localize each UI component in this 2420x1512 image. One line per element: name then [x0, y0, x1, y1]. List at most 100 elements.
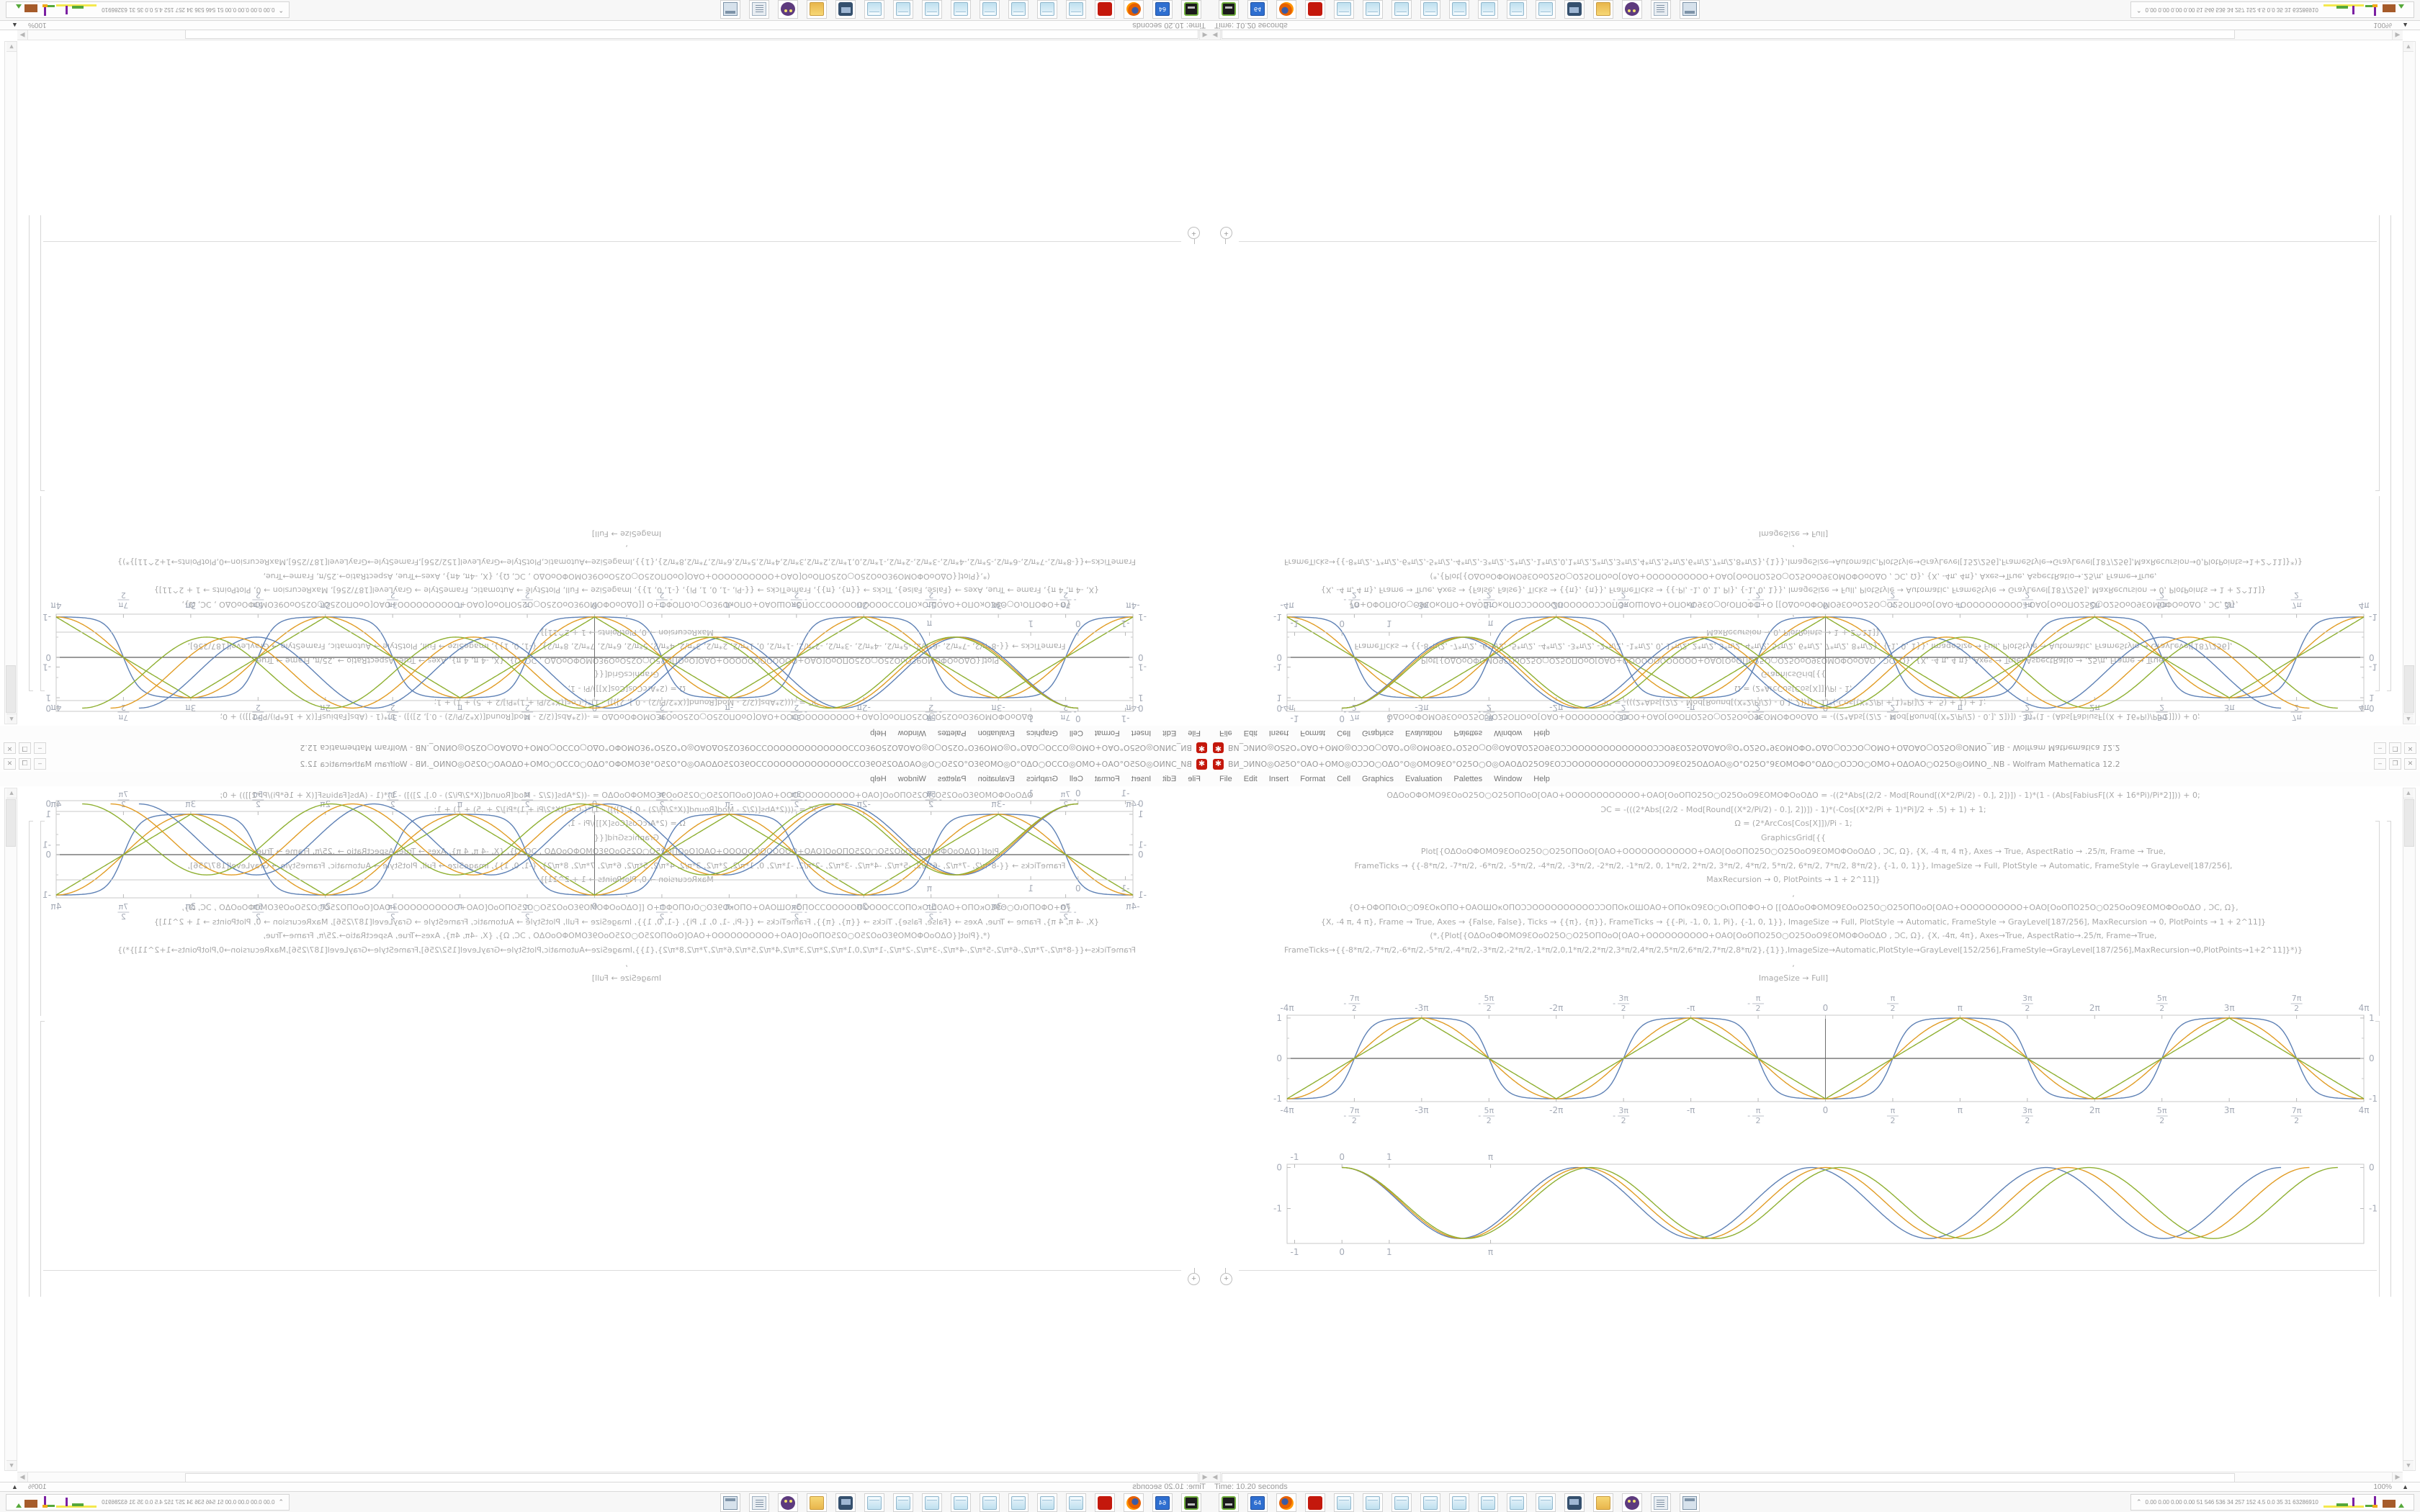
input-cell-bracket[interactable]: [2375, 496, 2380, 691]
menu-item[interactable]: Graphics: [1362, 775, 1394, 783]
taskbar-button[interactable]: [1420, 1493, 1440, 1512]
maximize-button[interactable]: ❐: [19, 742, 31, 754]
taskbar-button[interactable]: [835, 1493, 856, 1512]
taskbar-button[interactable]: [1124, 1493, 1144, 1512]
vertical-scrollbar-thumb[interactable]: [6, 665, 16, 713]
cell-insertion-plus-icon[interactable]: +: [1188, 227, 1200, 239]
menu-item[interactable]: Edit: [1243, 729, 1258, 737]
output-cell-bracket[interactable]: [2375, 215, 2380, 491]
taskbar-button[interactable]: [951, 1493, 971, 1512]
taskbar-button[interactable]: 64: [1247, 1493, 1268, 1512]
menu-item[interactable]: Graphics: [1362, 729, 1394, 737]
vertical-scrollbar[interactable]: ▲ ▼: [4, 41, 17, 724]
cell-insertion-plus-icon[interactable]: +: [1220, 1273, 1232, 1285]
cell-insertion-line[interactable]: [1239, 241, 2377, 242]
taskbar-button[interactable]: [1564, 1493, 1585, 1512]
scroll-down-icon[interactable]: ▼: [2403, 42, 2414, 52]
taskbar-button[interactable]: [1276, 1493, 1296, 1512]
cell-group-bracket[interactable]: [29, 215, 33, 691]
tray-expand-icon[interactable]: ⌃: [278, 6, 284, 14]
menu-item[interactable]: File: [1219, 729, 1232, 737]
scroll-up-icon[interactable]: ▲: [6, 714, 17, 724]
cell-insertion-line[interactable]: [43, 1270, 1181, 1271]
cell-insertion-line[interactable]: [1239, 1270, 2377, 1271]
taskbar-button[interactable]: [864, 0, 884, 19]
scroll-right-icon[interactable]: ▶: [2392, 1472, 2403, 1482]
scroll-up-icon[interactable]: ▲: [2403, 788, 2414, 798]
taskbar-button[interactable]: [1219, 0, 1239, 19]
taskbar-button[interactable]: [1478, 0, 1498, 19]
menu-item[interactable]: Cell: [1069, 775, 1083, 783]
menu-item[interactable]: Evaluation: [1405, 729, 1443, 737]
menu-item[interactable]: File: [1219, 775, 1232, 783]
scroll-left-icon[interactable]: ◀: [1210, 30, 1221, 40]
vertical-scrollbar-thumb[interactable]: [6, 799, 16, 847]
scroll-right-icon[interactable]: ▶: [17, 30, 28, 40]
minimize-button[interactable]: –: [2374, 758, 2386, 770]
scroll-down-icon[interactable]: ▼: [6, 42, 17, 52]
taskbar-button[interactable]: [1066, 1493, 1086, 1512]
horizontal-scrollbar-thumb[interactable]: [185, 30, 1198, 39]
menu-item[interactable]: Insert: [1131, 775, 1152, 783]
maximize-button[interactable]: ❐: [19, 758, 31, 770]
scroll-right-icon[interactable]: ▶: [2392, 30, 2403, 40]
menu-item[interactable]: Palettes: [937, 729, 967, 737]
taskbar-button[interactable]: [1305, 1493, 1325, 1512]
taskbar-button[interactable]: [807, 1493, 827, 1512]
taskbar-button[interactable]: [1008, 0, 1028, 19]
zoom-stepper-icon[interactable]: ▲: [2402, 1483, 2408, 1490]
scroll-up-icon[interactable]: ▲: [6, 788, 17, 798]
zoom-level-value[interactable]: 100%: [27, 21, 47, 29]
horizontal-scrollbar-thumb[interactable]: [1222, 30, 2235, 39]
menu-item[interactable]: Graphics: [1026, 775, 1058, 783]
menu-item[interactable]: File: [1188, 775, 1201, 783]
zoom-stepper-icon[interactable]: ▲: [12, 22, 18, 29]
scroll-left-icon[interactable]: ◀: [1199, 30, 1210, 40]
menu-item[interactable]: Edit: [1162, 729, 1177, 737]
taskbar-button[interactable]: [1449, 0, 1469, 19]
cell-group-bracket[interactable]: [2387, 821, 2391, 1297]
taskbar-button[interactable]: [1507, 0, 1527, 19]
scroll-right-icon[interactable]: ▶: [17, 1472, 28, 1482]
close-button[interactable]: ✕: [4, 742, 16, 754]
menu-item[interactable]: Palettes: [1453, 729, 1483, 737]
zoom-level-value[interactable]: 100%: [2373, 1483, 2393, 1491]
taskbar-button[interactable]: [951, 0, 971, 19]
menu-item[interactable]: Format: [1300, 775, 1326, 783]
magnification-control[interactable]: 100% ▲: [12, 20, 47, 30]
taskbar-button[interactable]: [1276, 0, 1296, 19]
menu-item[interactable]: Format: [1094, 729, 1120, 737]
maximize-button[interactable]: ❐: [2389, 758, 2401, 770]
menu-item[interactable]: Format: [1094, 775, 1120, 783]
tray-expand-icon[interactable]: ⌃: [278, 1498, 284, 1506]
output-cell-bracket[interactable]: [40, 1021, 45, 1297]
taskbar-button[interactable]: [1219, 1493, 1239, 1512]
close-button[interactable]: ✕: [2404, 758, 2416, 770]
taskbar-button[interactable]: [893, 1493, 913, 1512]
scroll-down-icon[interactable]: ▼: [6, 1460, 17, 1470]
vertical-scrollbar-thumb[interactable]: [2404, 665, 2414, 713]
menu-item[interactable]: Window: [1494, 729, 1523, 737]
taskbar-button[interactable]: [1392, 1493, 1412, 1512]
scroll-left-icon[interactable]: ◀: [1199, 1472, 1210, 1482]
taskbar-button[interactable]: [1066, 0, 1086, 19]
menu-item[interactable]: Evaluation: [977, 729, 1015, 737]
taskbar-button[interactable]: [1008, 1493, 1028, 1512]
taskbar-button[interactable]: [1622, 1493, 1642, 1512]
menu-item[interactable]: Cell: [1337, 775, 1351, 783]
taskbar-button[interactable]: [1181, 1493, 1201, 1512]
taskbar-button[interactable]: [778, 1493, 798, 1512]
window-titlebar[interactable]: ✱ ΒͶ_ƆͶΝΟ◎ΟƧ5Ο°ΟΑΟ+ΟΜΟ◎ΟƆƆΟ○ΟΔΟ°Ο◎ΟΜΟ9ƐΟ…: [1210, 756, 2420, 773]
magnification-control[interactable]: 100% ▲: [2374, 1482, 2409, 1492]
taskbar-button[interactable]: [922, 1493, 942, 1512]
output-cell-bracket[interactable]: [2375, 1021, 2380, 1297]
taskbar-button[interactable]: [1449, 1493, 1469, 1512]
taskbar-button[interactable]: [1037, 0, 1057, 19]
close-button[interactable]: ✕: [2404, 742, 2416, 754]
menu-item[interactable]: Help: [1533, 775, 1550, 783]
tray-expand-icon[interactable]: ⌃: [2136, 1498, 2142, 1506]
taskbar-button[interactable]: [749, 0, 769, 19]
taskbar-button[interactable]: [720, 0, 740, 19]
taskbar-button[interactable]: [1363, 1493, 1383, 1512]
taskbar-button[interactable]: [1536, 0, 1556, 19]
